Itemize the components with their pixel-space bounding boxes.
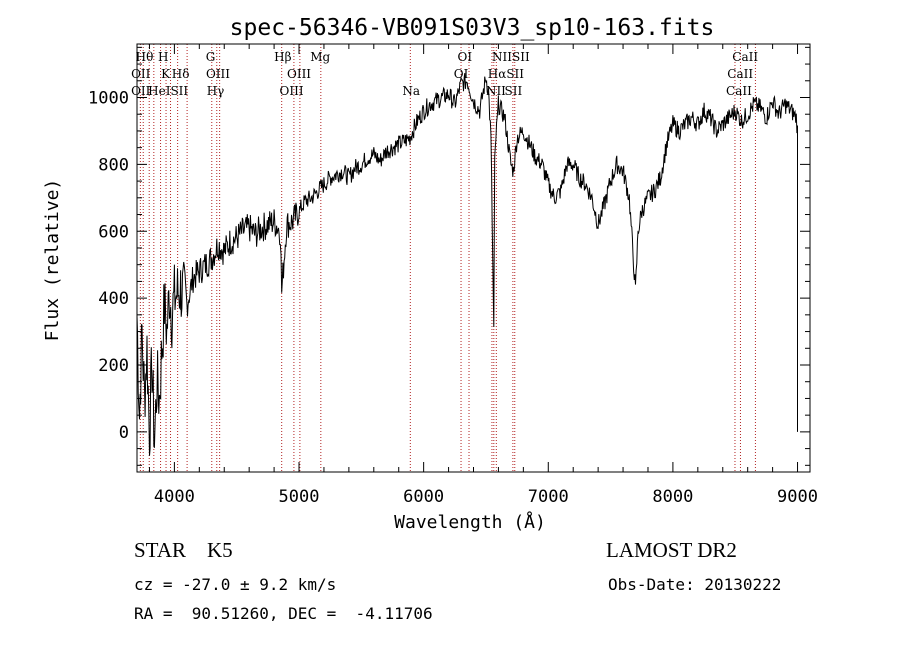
y-tick-label: 600: [98, 222, 129, 242]
spectrum-plot: spec-56346-VB091S03V3_sp10-163.fits 4000…: [42, 15, 818, 533]
line-label: Hβ: [274, 50, 291, 64]
line-label: G: [206, 50, 216, 64]
line-label: OIII: [287, 67, 311, 81]
line-label: OIII: [206, 67, 230, 81]
line-label: Hθ: [136, 50, 154, 64]
line-label: HeISII: [148, 84, 188, 98]
line-label: NII: [486, 84, 506, 98]
x-tick-label: 9000: [777, 487, 818, 507]
survey-name: LAMOST DR2: [606, 538, 737, 562]
line-label: Hδ: [172, 67, 190, 81]
line-labels: Hθ H G Hβ Mg OI NIISII CaII OII K Hδ OIII OIII OI HαSI…: [131, 50, 758, 98]
x-tick-label: 8000: [652, 487, 693, 507]
line-label: OI: [457, 50, 472, 64]
redshift-text: cz = -27.0 ± 9.2 km/s: [134, 575, 337, 594]
line-label: OI: [454, 67, 469, 81]
line-label: CaII: [727, 67, 753, 81]
y-tick-label: 400: [98, 289, 129, 309]
line-label: NIISII: [492, 50, 530, 64]
line-label: OII: [131, 84, 151, 98]
x-tick-label: 7000: [528, 487, 569, 507]
y-tick-label: 200: [98, 356, 129, 376]
chart-title: spec-56346-VB091S03V3_sp10-163.fits: [230, 15, 715, 41]
obs-date: Obs-Date: 20130222: [608, 575, 782, 594]
line-label: OII: [131, 67, 151, 81]
coordinates: RA = 90.51260, DEC = -4.11706: [134, 604, 433, 623]
line-label: K: [161, 67, 171, 81]
object-class: STAR K5: [134, 538, 233, 562]
x-tick-label: 6000: [403, 487, 444, 507]
x-axis: 4000 5000 6000 7000 8000 9000: [148, 44, 818, 507]
y-axis-label: Flux (relative): [42, 179, 63, 342]
emission-lines-layer: [139, 44, 756, 472]
y-tick-label: 0: [119, 423, 129, 443]
line-label: Mg: [310, 50, 330, 64]
line-label: SII: [505, 84, 523, 98]
y-tick-label: 800: [98, 155, 129, 175]
line-label: CaII: [732, 50, 758, 64]
line-label: H: [158, 50, 168, 64]
line-label: OIII: [280, 84, 304, 98]
spectrum-line: [136, 73, 798, 456]
y-tick-label: 1000: [88, 89, 129, 109]
line-label: CaII: [726, 84, 752, 98]
line-label: Na: [402, 84, 420, 98]
x-tick-label: 4000: [154, 487, 195, 507]
y-axis: 0 200 400 600 800 1000: [88, 46, 810, 466]
line-label: HαSII: [488, 67, 525, 81]
line-label: Hγ: [207, 84, 225, 98]
x-tick-label: 5000: [279, 487, 320, 507]
x-axis-label: Wavelength (Å): [394, 511, 546, 533]
